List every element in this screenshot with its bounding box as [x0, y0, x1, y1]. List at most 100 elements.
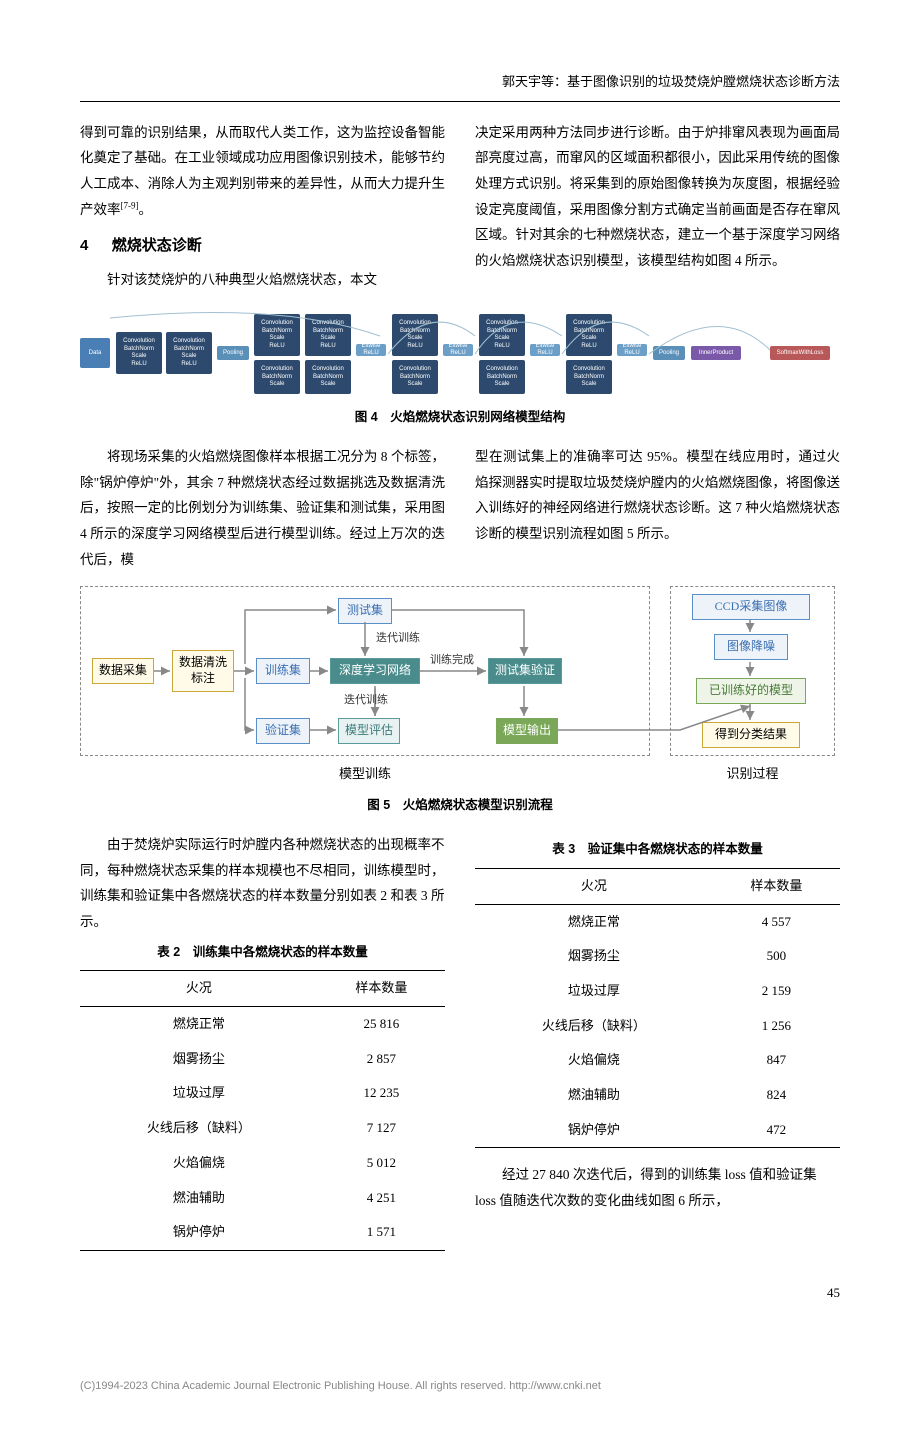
flow-trained-model: 已训练好的模型 [696, 678, 806, 704]
table-3: 火况 样本数量 燃烧正常4 557烟雾扬尘500垃圾过厚2 159火线后移（缺料… [475, 868, 840, 1149]
table-cell: 5 012 [318, 1146, 445, 1181]
flow-model-eval: 模型评估 [338, 718, 400, 744]
nn-conv-block: ConvolutionBatchNormScaleReLU [116, 332, 162, 374]
bottom-columns: 由于焚烧炉实际运行时炉膛内各种燃烧状态的出现概率不同，每种燃烧状态采集的样本规模… [80, 832, 840, 1251]
table-cell: 1 571 [318, 1215, 445, 1250]
mid-columns: 将现场采集的火焰燃烧图像样本根据工况分为 8 个标签，除"锅炉停炉"外，其余 7… [80, 444, 840, 572]
table-row: 燃烧正常25 816 [80, 1007, 445, 1042]
para-after-table3: 经过 27 840 次迭代后，得到的训练集 loss 值和验证集 loss 值随… [475, 1162, 840, 1213]
citation: [7-9] [121, 200, 139, 210]
table-cell: 火线后移（缺料） [475, 1009, 713, 1044]
table-row: 火线后移（缺料）7 127 [80, 1111, 445, 1146]
flow-model-out: 模型输出 [496, 718, 558, 744]
table-cell: 燃烧正常 [80, 1007, 318, 1042]
table-cell: 25 816 [318, 1007, 445, 1042]
flow-data-collect: 数据采集 [92, 658, 154, 684]
intro-col-right: 决定采用两种方法同步进行诊断。由于炉排窜风表现为画面局部亮度过高，而窜风的区域面… [475, 120, 840, 293]
table-cell: 燃烧正常 [475, 904, 713, 939]
nn-eltwise-block: EltwiseReLU [443, 344, 473, 356]
flow-group-infer-label: 识别过程 [670, 762, 835, 787]
table-row: 垃圾过厚12 235 [80, 1076, 445, 1111]
flow-dl-net: 深度学习网络 [330, 658, 420, 684]
table-row: 锅炉停炉472 [475, 1113, 840, 1148]
table-cell: 垃圾过厚 [475, 974, 713, 1009]
nn-conv-block: ConvolutionBatchNormScale [392, 360, 438, 394]
table-header: 火况 [475, 868, 713, 904]
nn-eltwise-block: EltwiseReLU [530, 344, 560, 356]
mid-p2: 型在测试集上的准确率可达 95%。模型在线应用时，通过火焰探测器实时提取垃圾焚烧… [475, 444, 840, 547]
flow-edge-label: 迭代训练 [344, 690, 388, 711]
table-cell: 锅炉停炉 [475, 1113, 713, 1148]
flow-test-set: 测试集 [338, 598, 392, 624]
table-cell: 824 [713, 1078, 840, 1113]
table-2-caption: 表 2 训练集中各燃烧状态的样本数量 [80, 941, 445, 965]
intro-col-left: 得到可靠的识别结果，从而取代人类工作，这为监控设备智能化奠定了基础。在工业领域成… [80, 120, 445, 293]
nn-conv-block: ConvolutionBatchNormScaleReLU [392, 314, 438, 356]
section-label: 燃烧状态诊断 [112, 237, 202, 254]
para-before-tables: 由于焚烧炉实际运行时炉膛内各种燃烧状态的出现概率不同，每种燃烧状态采集的样本规模… [80, 832, 445, 935]
nn-innerproduct-block: InnerProduct [691, 346, 741, 360]
table-row: 火线后移（缺料）1 256 [475, 1009, 840, 1044]
table-row: 烟雾扬尘500 [475, 939, 840, 974]
flow-val-set: 验证集 [256, 718, 310, 744]
flow-group-train-label: 模型训练 [80, 762, 650, 787]
section-4-title: 4 燃烧状态诊断 [80, 232, 445, 261]
table-row: 燃油辅助4 251 [80, 1181, 445, 1216]
table-cell: 烟雾扬尘 [475, 939, 713, 974]
figure-4-diagram: Data ConvolutionBatchNormScaleReLU Convo… [80, 306, 840, 398]
table-cell: 烟雾扬尘 [80, 1042, 318, 1077]
table-2: 火况 样本数量 燃烧正常25 816烟雾扬尘2 857垃圾过厚12 235火线后… [80, 970, 445, 1251]
flow-edge-label: 迭代训练 [376, 628, 420, 649]
mid-col-right: 型在测试集上的准确率可达 95%。模型在线应用时，通过火焰探测器实时提取垃圾焚烧… [475, 444, 840, 572]
table-header: 样本数量 [713, 868, 840, 904]
intro-col2-p1: 决定采用两种方法同步进行诊断。由于炉排窜风表现为画面局部亮度过高，而窜风的区域面… [475, 120, 840, 274]
table-cell: 4 251 [318, 1181, 445, 1216]
table-cell: 12 235 [318, 1076, 445, 1111]
table-cell: 燃油辅助 [80, 1181, 318, 1216]
flow-data-clean: 数据清洗 标注 [172, 650, 234, 691]
intro-p1-end: 。 [139, 202, 153, 217]
table-cell: 2 159 [713, 974, 840, 1009]
nn-conv-block: ConvolutionBatchNormScale [305, 360, 351, 394]
nn-conv-block: ConvolutionBatchNormScaleReLU [166, 332, 212, 374]
nn-data-block: Data [80, 338, 110, 368]
nn-conv-block: ConvolutionBatchNormScaleReLU [566, 314, 612, 356]
table-row: 锅炉停炉1 571 [80, 1215, 445, 1250]
nn-softmax-block: SoftmaxWithLoss [770, 346, 830, 360]
table-cell: 7 127 [318, 1111, 445, 1146]
section-no: 4 [80, 237, 88, 254]
copyright-footer: (C)1994-2023 China Academic Journal Elec… [80, 1376, 840, 1397]
table-cell: 火焰偏烧 [80, 1146, 318, 1181]
table-cell: 472 [713, 1113, 840, 1148]
table-cell: 4 557 [713, 904, 840, 939]
nn-conv-block: ConvolutionBatchNormScale [479, 360, 525, 394]
flow-result: 得到分类结果 [702, 722, 800, 748]
page-header: 郭天宇等：基于图像识别的垃圾焚烧炉膛燃烧状态诊断方法 [80, 70, 840, 102]
table-row: 燃烧正常4 557 [475, 904, 840, 939]
intro-p1: 得到可靠的识别结果，从而取代人类工作，这为监控设备智能化奠定了基础。在工业领域成… [80, 120, 445, 223]
table-header: 火况 [80, 971, 318, 1007]
flow-denoise: 图像降噪 [714, 634, 788, 660]
flow-test-val: 测试集验证 [488, 658, 562, 684]
table-cell: 火线后移（缺料） [80, 1111, 318, 1146]
table-row: 火焰偏烧5 012 [80, 1146, 445, 1181]
nn-eltwise-block: EltwiseReLU [356, 344, 386, 356]
flow-ccd: CCD采集图像 [692, 594, 810, 620]
bottom-col-right: 表 3 验证集中各燃烧状态的样本数量 火况 样本数量 燃烧正常4 557烟雾扬尘… [475, 832, 840, 1251]
table-cell: 垃圾过厚 [80, 1076, 318, 1111]
table-row: 燃油辅助824 [475, 1078, 840, 1113]
figure-4-caption: 图 4 火焰燃烧状态识别网络模型结构 [80, 406, 840, 430]
intro-columns: 得到可靠的识别结果，从而取代人类工作，这为监控设备智能化奠定了基础。在工业领域成… [80, 120, 840, 293]
table-header: 样本数量 [318, 971, 445, 1007]
table-cell: 847 [713, 1043, 840, 1078]
nn-pool-block: Pooling [217, 346, 249, 360]
nn-conv-block: ConvolutionBatchNormScaleReLU [479, 314, 525, 356]
table-row: 烟雾扬尘2 857 [80, 1042, 445, 1077]
intro-p2: 针对该焚烧炉的八种典型火焰燃烧状态，本文 [80, 267, 445, 293]
flow-edge-label: 训练完成 [430, 650, 474, 671]
table-cell: 1 256 [713, 1009, 840, 1044]
nn-conv-block: ConvolutionBatchNormScale [566, 360, 612, 394]
table-row: 火焰偏烧847 [475, 1043, 840, 1078]
flow-train-set: 训练集 [256, 658, 310, 684]
figure-5-diagram: 数据采集 数据清洗 标注 训练集 测试集 验证集 深度学习网络 模型评估 测试集… [80, 586, 840, 786]
